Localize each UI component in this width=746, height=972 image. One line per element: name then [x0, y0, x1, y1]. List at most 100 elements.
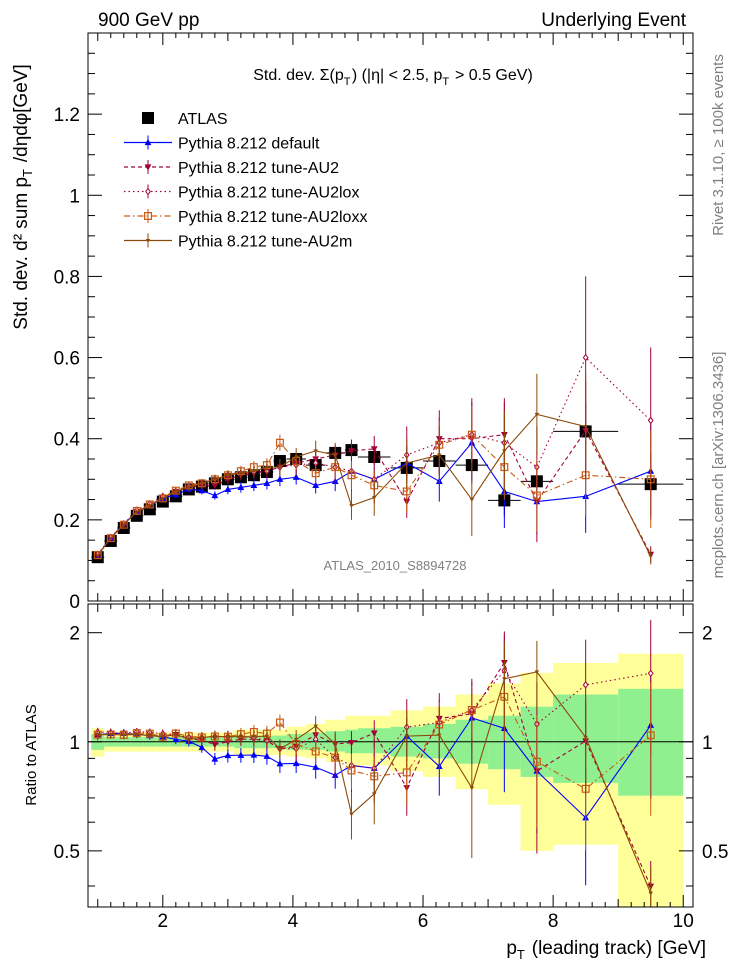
legend-label: Pythia 8.212 tune-AU2loxx: [178, 209, 367, 226]
data-point: [147, 504, 153, 508]
data-point: [158, 494, 167, 503]
legend-label: ATLAS: [178, 111, 228, 128]
data-point: [211, 491, 219, 499]
y-tick-label: 1.2: [54, 105, 80, 126]
y-tick-label: 0.4: [54, 430, 81, 451]
ratio-y-tick-label-right: 2: [702, 624, 713, 645]
y-tick-label: 0.8: [54, 267, 80, 288]
data-point: [532, 757, 541, 766]
x-tick-label: 6: [418, 911, 429, 932]
y-tick-label: 1: [69, 186, 80, 207]
data-point: [467, 706, 476, 714]
legend-label: Pythia 8.212 tune-AU2: [178, 160, 339, 177]
data-point: [276, 475, 284, 482]
data-point: [277, 747, 283, 752]
data-point: [142, 112, 154, 124]
data-point: [250, 751, 258, 758]
legend-label: Pythia 8.212 tune-AU2lox: [178, 185, 359, 202]
data-point: [404, 461, 410, 466]
data-point: [199, 735, 205, 740]
data-point: [145, 187, 151, 196]
data-point: [371, 792, 377, 797]
main-data-layer: [91, 276, 684, 565]
data-point: [186, 737, 192, 742]
data-point: [371, 496, 377, 500]
data-point: [370, 730, 378, 737]
ratio-series-au2m: [95, 640, 653, 907]
data-point: [293, 738, 299, 742]
data-point: [276, 760, 284, 767]
data-point: [437, 733, 442, 738]
ratio-y-tick-label-right: 0.5: [702, 842, 728, 863]
watermark: ATLAS_2010_S8894728: [324, 558, 467, 573]
main-title: Std. dev. Σ(pT ) (|η| < 2.5, pT > 0.5 Ge…: [253, 67, 533, 88]
data-point: [532, 491, 541, 500]
data-point: [199, 481, 205, 486]
main-frame: [87, 32, 694, 602]
ratio-frame: [87, 603, 694, 908]
data-point: [312, 481, 320, 488]
data-point: [212, 734, 218, 739]
ratio-panel: 0.5 1 2 0.5 1 2 Ratio to ATLAS: [23, 603, 728, 908]
data-point: [132, 506, 141, 515]
data-point: [349, 504, 354, 508]
legend-entry-au2lox: Pythia 8.212 tune-AU2lox: [124, 184, 359, 202]
main-y-tick-labels: 0 0.2 0.4 0.6 0.8 1 1.2: [54, 105, 81, 613]
data-point: [237, 483, 245, 491]
data-point: [134, 732, 140, 737]
data-point: [275, 438, 284, 447]
legend: ATLAS Pythia 8.212 default Pythia 8.212 tu…: [124, 111, 367, 251]
x-tick-labels: 2 4 6 8 10: [158, 911, 694, 932]
data-point: [224, 751, 232, 759]
legend-label: Pythia 8.212 default: [178, 136, 320, 153]
data-point: [119, 520, 128, 529]
data-point: [292, 473, 300, 480]
data-point: [582, 353, 589, 362]
header-left: 900 GeV pp: [98, 10, 199, 31]
data-point: [212, 477, 218, 482]
main-y-axis-label: Std. dev. d² sum pT /dηdφ[GeV]: [11, 64, 35, 329]
data-point: [437, 453, 442, 458]
legend-entry-default: Pythia 8.212 default: [124, 135, 320, 153]
data-point: [292, 759, 300, 767]
data-point: [347, 766, 356, 775]
data-point: [198, 743, 206, 751]
x-axis-label: pT (leading track) [GeV]: [506, 938, 706, 962]
data-point: [311, 469, 320, 478]
data-point: [647, 669, 654, 678]
header-right: Underlying Event: [541, 10, 686, 31]
rivet-label: Rivet 3.1.10, ≥ 100k events: [710, 54, 727, 236]
data-point: [145, 239, 151, 243]
data-point: [198, 486, 206, 494]
data-point: [648, 891, 653, 896]
data-point: [134, 510, 140, 514]
data-point: [225, 473, 231, 478]
data-point: [147, 734, 153, 738]
data-point: [186, 485, 192, 490]
data-point: [211, 741, 219, 749]
data-point: [238, 735, 244, 739]
data-point: [313, 449, 318, 454]
data-point: [583, 425, 588, 429]
data-point: [332, 453, 338, 458]
data-point: [263, 479, 271, 486]
data-point: [402, 487, 411, 496]
data-point: [469, 786, 475, 791]
ratio-y-tick-label-right: 1: [702, 733, 713, 754]
data-point: [264, 734, 270, 739]
data-point: [370, 446, 378, 453]
y-tick-label: 0.6: [54, 349, 80, 370]
ratio-y-tick-label: 1: [69, 733, 80, 754]
series-au2m: [95, 373, 653, 565]
data-point: [144, 138, 152, 146]
data-point: [237, 751, 245, 758]
data-point: [160, 496, 166, 501]
data-point: [404, 734, 410, 739]
data-point: [275, 718, 284, 727]
data-point: [251, 735, 257, 740]
data-point: [108, 536, 114, 541]
data-point: [582, 681, 589, 689]
data-point: [402, 768, 411, 777]
x-tick-label: 8: [548, 911, 559, 932]
